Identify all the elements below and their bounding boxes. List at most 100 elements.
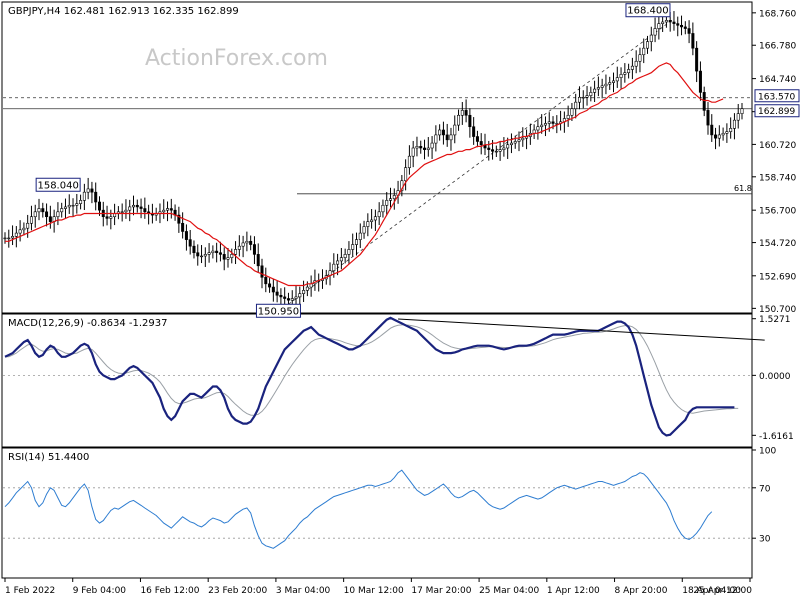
candle-up [203,254,207,257]
macd-axis-label: 1.5271 [759,315,791,325]
time-axis-label: 1 Feb 2022 [5,586,55,596]
candle-up [502,147,506,150]
candle-down [192,245,196,254]
candle-up [75,203,79,206]
candle-down [702,92,706,111]
candle-up [627,69,631,74]
candle-down [222,254,226,260]
candle-up [404,167,408,182]
candle-up [82,191,86,201]
candle-up [498,149,502,152]
candle-down [279,294,283,298]
candle-up [389,198,393,201]
candle-up [653,28,657,36]
candle-down [475,136,479,142]
candle-up [120,211,124,213]
candle-down [468,114,472,128]
candle-up [415,146,419,149]
candle-up [543,123,547,126]
candle-up [22,227,26,231]
candle-up [362,226,366,234]
candle-down [143,208,147,213]
candle-down [286,298,290,301]
candle-up [642,47,646,56]
candle-up [608,82,612,85]
time-axis-label: 1 Apr 12:00 [547,586,600,596]
candle-down [188,239,192,247]
macd-axis-label: -1.6161 [759,432,794,442]
candle-up [593,88,597,93]
candle-up [56,211,60,218]
candle-up [166,208,170,211]
candle-down [97,201,101,211]
candle-up [392,195,396,200]
candle-up [373,216,377,221]
candle-up [536,126,540,131]
candle-down [268,283,272,288]
candle-up [434,134,438,144]
candle-up [581,96,585,99]
candle-up [385,200,389,206]
candle-up [521,137,525,141]
rsi-axis-label: 100 [759,447,776,457]
candle-up [630,65,634,70]
candle-down [184,231,188,240]
candle-up [407,155,411,168]
candle-up [366,221,370,227]
candle-up [86,188,90,193]
candle-up [736,113,740,121]
candle-up [661,21,665,24]
grid-layer [3,97,752,539]
time-axis-label: 17 Mar 20:00 [411,586,471,596]
price-annotation-box [35,177,81,192]
candle-up [619,74,623,78]
candle-down [472,126,476,137]
candle-down [45,211,49,218]
candle-down [256,254,260,267]
candle-up [585,95,589,98]
candle-up [577,96,581,103]
macd-panel-frame [1,313,753,448]
candle-down [419,146,423,149]
watermark: ActionForex.com [145,46,328,71]
candle-up [649,34,653,42]
candle-down [687,28,691,34]
candle-up [33,211,37,218]
time-axis-label: 18 Apr 04:00 [682,586,741,596]
candle-up [63,206,67,209]
candle-up [14,232,18,237]
price-annotation-label: 168.400 [627,6,668,17]
candle-up [646,41,650,49]
candle-down [683,26,687,29]
macd-signal-line [5,324,739,416]
candle-down [676,23,680,26]
candle-up [79,200,83,204]
price-axis-label: 150.700 [759,305,796,315]
candle-up [305,286,309,291]
candle-up [634,60,638,67]
candle-down [139,206,143,209]
candle-up [351,244,355,250]
candle-down [260,265,264,278]
candle-up [664,20,668,23]
candle-down [441,129,445,136]
rsi-layer [4,469,713,549]
candle-down [445,134,449,141]
candle-up [506,144,510,149]
candle-up [230,254,234,258]
candle-down [252,244,256,255]
candle-up [234,249,238,255]
candle-up [547,121,551,124]
time-axis-label: 8 Apr 20:00 [615,586,668,596]
macd-divergence-trendline [398,318,765,341]
price-tag-box [754,89,800,103]
candle-up [729,128,733,132]
time-axis-label: 9 Feb 04:00 [73,586,127,596]
rsi-axis-label: 70 [759,484,771,494]
price-axis-label: 160.720 [759,141,796,151]
candle-up [11,236,15,239]
candle-down [695,47,699,72]
price-axis-label: 166.780 [759,42,796,52]
